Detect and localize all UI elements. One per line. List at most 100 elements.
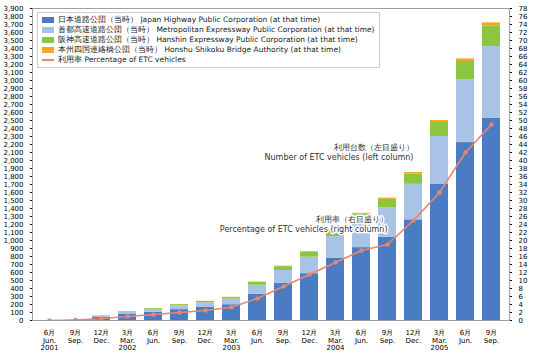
svg-text:6月Jun.: 6月Jun. xyxy=(250,329,264,345)
svg-text:利用台数（左目盛り）Number of ETC vehicl: 利用台数（左目盛り）Number of ETC vehicles (left c… xyxy=(265,143,414,162)
svg-text:3,700: 3,700 xyxy=(3,21,23,29)
svg-text:2,800: 2,800 xyxy=(3,93,23,101)
svg-text:34: 34 xyxy=(519,181,528,189)
svg-text:400: 400 xyxy=(10,285,23,293)
svg-text:22: 22 xyxy=(519,229,528,237)
svg-text:30: 30 xyxy=(519,197,528,205)
svg-text:9月Sep.: 9月Sep. xyxy=(380,329,395,345)
svg-text:3月Mar.2004: 3月Mar.2004 xyxy=(327,329,345,352)
svg-text:600: 600 xyxy=(10,269,23,277)
svg-text:60: 60 xyxy=(519,77,528,85)
svg-text:4: 4 xyxy=(519,301,524,309)
svg-text:3,800: 3,800 xyxy=(3,13,23,21)
svg-text:利用率（右目盛り）Percentage of ETC veh: 利用率（右目盛り）Percentage of ETC vehicles (rig… xyxy=(220,215,388,234)
svg-text:3,400: 3,400 xyxy=(3,45,23,53)
svg-text:1,700: 1,700 xyxy=(3,181,23,189)
svg-text:8: 8 xyxy=(519,285,523,293)
svg-text:2,200: 2,200 xyxy=(3,141,23,149)
svg-text:3,000: 3,000 xyxy=(3,77,23,85)
svg-text:36: 36 xyxy=(519,173,528,181)
svg-text:70: 70 xyxy=(519,37,528,45)
svg-text:74: 74 xyxy=(519,21,528,29)
svg-text:54: 54 xyxy=(519,101,528,109)
svg-text:12: 12 xyxy=(519,269,528,277)
svg-text:48: 48 xyxy=(519,125,528,133)
svg-text:42: 42 xyxy=(519,149,528,157)
svg-text:16: 16 xyxy=(519,253,528,261)
svg-text:1,100: 1,100 xyxy=(3,229,23,237)
svg-text:700: 700 xyxy=(10,261,23,269)
svg-text:1,600: 1,600 xyxy=(3,189,23,197)
svg-text:300: 300 xyxy=(10,293,23,301)
svg-text:2: 2 xyxy=(519,309,523,317)
svg-text:3月Mar.2005: 3月Mar.2005 xyxy=(431,329,449,352)
svg-text:6月Jun.: 6月Jun. xyxy=(458,329,472,345)
svg-text:20: 20 xyxy=(519,237,528,245)
svg-text:18: 18 xyxy=(519,245,528,253)
svg-text:1,200: 1,200 xyxy=(3,221,23,229)
svg-text:3,900: 3,900 xyxy=(3,5,23,13)
svg-text:68: 68 xyxy=(519,45,528,53)
svg-text:12月Dec.: 12月Dec. xyxy=(198,329,214,345)
svg-text:40: 40 xyxy=(519,157,528,165)
svg-text:9月Sep.: 9月Sep. xyxy=(484,329,499,345)
svg-text:0: 0 xyxy=(519,317,523,325)
svg-text:44: 44 xyxy=(519,141,528,149)
svg-text:2,100: 2,100 xyxy=(3,149,23,157)
svg-text:58: 58 xyxy=(519,85,528,93)
svg-text:6: 6 xyxy=(519,293,524,301)
svg-text:2,500: 2,500 xyxy=(3,117,23,125)
svg-text:38: 38 xyxy=(519,165,528,173)
svg-text:1,000: 1,000 xyxy=(3,237,23,245)
svg-text:6月Jun.2001: 6月Jun.2001 xyxy=(41,329,59,352)
svg-text:2,700: 2,700 xyxy=(3,101,23,109)
svg-text:900: 900 xyxy=(10,245,23,253)
svg-text:28: 28 xyxy=(519,205,528,213)
svg-text:10: 10 xyxy=(519,277,528,285)
svg-text:800: 800 xyxy=(10,253,23,261)
svg-text:46: 46 xyxy=(519,133,528,141)
svg-text:12月Dec.: 12月Dec. xyxy=(302,329,318,345)
svg-text:2,000: 2,000 xyxy=(3,157,23,165)
svg-text:3,200: 3,200 xyxy=(3,61,23,69)
svg-text:1,800: 1,800 xyxy=(3,173,23,181)
svg-text:2,900: 2,900 xyxy=(3,85,23,93)
svg-text:9月Sep.: 9月Sep. xyxy=(68,329,83,345)
svg-text:100: 100 xyxy=(10,309,23,317)
svg-text:1,400: 1,400 xyxy=(3,205,23,213)
svg-text:9月Sep.: 9月Sep. xyxy=(276,329,291,345)
svg-text:3月Mar.2003: 3月Mar.2003 xyxy=(223,329,241,352)
svg-text:56: 56 xyxy=(519,93,528,101)
svg-text:2,300: 2,300 xyxy=(3,133,23,141)
svg-text:2,600: 2,600 xyxy=(3,109,23,117)
svg-text:3,300: 3,300 xyxy=(3,53,23,61)
svg-text:62: 62 xyxy=(519,69,528,77)
svg-text:200: 200 xyxy=(10,301,23,309)
svg-text:3,600: 3,600 xyxy=(3,29,23,37)
svg-text:3,100: 3,100 xyxy=(3,69,23,77)
svg-text:6月Jun.: 6月Jun. xyxy=(146,329,160,345)
svg-text:1,900: 1,900 xyxy=(3,165,23,173)
svg-text:24: 24 xyxy=(519,221,528,229)
svg-text:12月Dec.: 12月Dec. xyxy=(406,329,422,345)
svg-text:14: 14 xyxy=(519,261,528,269)
svg-text:66: 66 xyxy=(519,53,528,61)
svg-text:500: 500 xyxy=(10,277,23,285)
svg-text:3,500: 3,500 xyxy=(3,37,23,45)
svg-text:64: 64 xyxy=(519,61,528,69)
svg-text:78: 78 xyxy=(519,5,528,13)
svg-text:6月Jun.: 6月Jun. xyxy=(354,329,368,345)
svg-text:0: 0 xyxy=(19,317,23,325)
svg-text:52: 52 xyxy=(519,109,528,117)
svg-text:12月Dec.: 12月Dec. xyxy=(94,329,110,345)
svg-text:1,300: 1,300 xyxy=(3,213,23,221)
svg-text:76: 76 xyxy=(519,13,528,21)
svg-text:26: 26 xyxy=(519,213,528,221)
svg-text:3月Mar.2002: 3月Mar.2002 xyxy=(119,329,137,352)
svg-text:32: 32 xyxy=(519,189,528,197)
svg-text:2,400: 2,400 xyxy=(3,125,23,133)
svg-text:50: 50 xyxy=(519,117,528,125)
svg-text:1,500: 1,500 xyxy=(3,197,23,205)
svg-text:9月Sep.: 9月Sep. xyxy=(172,329,187,345)
svg-text:72: 72 xyxy=(519,29,528,37)
